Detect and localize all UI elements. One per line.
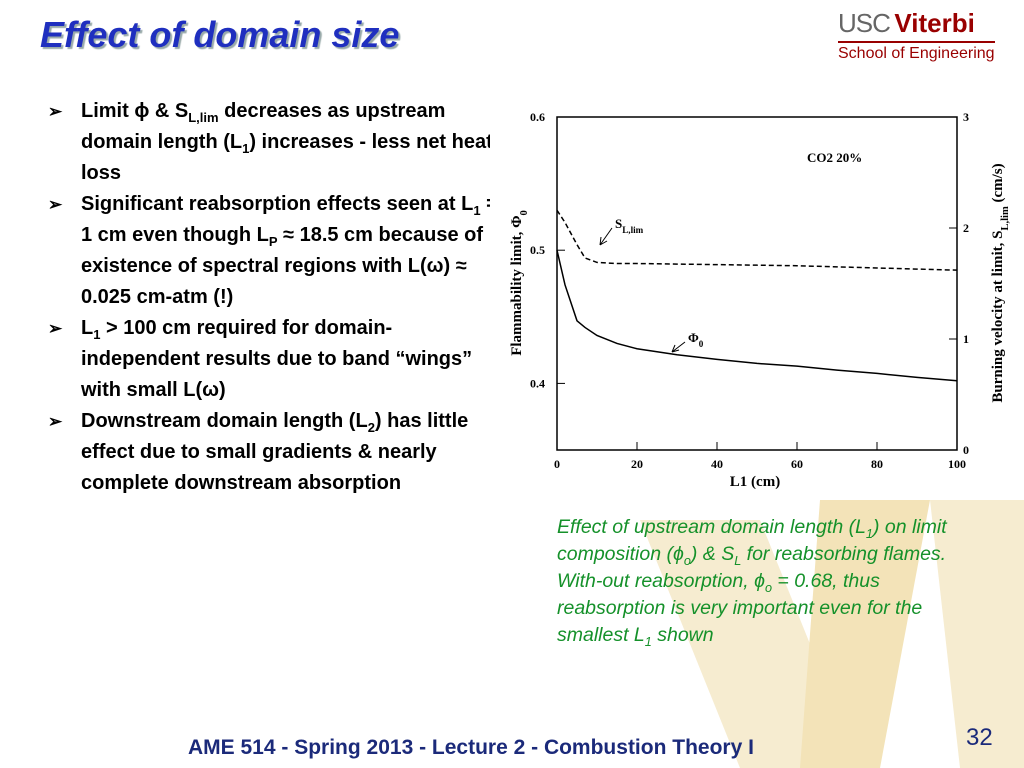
bullet: Significant reabsorption effects seen at… [48, 189, 498, 313]
arrow [599, 227, 613, 246]
text-run: Downstream domain length (L [81, 410, 368, 432]
text-run: shown [651, 624, 714, 646]
logo-viterbi: Viterbi [894, 8, 975, 38]
text-run: CO2 20% [807, 150, 862, 165]
y2-tick-label: 2 [963, 221, 969, 235]
subscript: 0 [699, 339, 704, 349]
bullet: Limit ϕ & SL,lim decreases as upstream d… [48, 96, 498, 189]
series-line [556, 209, 958, 271]
text-run: Burning velocity at limit, S [990, 231, 1006, 403]
subscript: L,lim [188, 110, 219, 125]
text-run: > 100 cm required for domain-independent… [81, 317, 473, 401]
subscript: 2 [367, 420, 375, 435]
subscript: 1 [865, 526, 873, 541]
subscript: P [268, 234, 278, 249]
x-tick-label: 0 [554, 457, 560, 471]
text-run: Significant reabsorption effects seen at… [81, 193, 474, 215]
y-tick-label: 0.6 [530, 110, 545, 124]
page-number: 32 [966, 724, 993, 751]
logo-usc: USC [838, 8, 891, 38]
text-run: ) on limit composition (ϕ [557, 516, 947, 565]
subscript: 0 [519, 210, 530, 215]
text-run: L [81, 317, 94, 339]
title: Effect of domain size [40, 14, 400, 55]
subscript: L,lim [1000, 206, 1011, 230]
subscript: 1 [93, 327, 101, 342]
caption: Effect of upstream domain length (L1) on… [557, 514, 977, 649]
decor [930, 500, 1024, 768]
text-run: ≈ 18.5 cm because of existence of spectr… [81, 224, 484, 308]
x-tick-label: 60 [791, 457, 803, 471]
text-run: Effect of upstream domain length (L [557, 516, 866, 538]
y-tick-label: 0.4 [530, 376, 545, 390]
text-run: for reabsorbing flames. With-out reabsor… [557, 543, 947, 592]
x-tick-label: 80 [871, 457, 883, 471]
logo: USC Viterbi School of Engineering [838, 8, 995, 63]
y2-axis-title: Burning velocity at limit, SL,lim (cm/s) [990, 163, 1011, 402]
text-run: ) increases - less net heat loss [81, 131, 493, 184]
bullet-list: Limit ϕ & SL,lim decreases as upstream d… [48, 96, 498, 499]
text-run: Φ [688, 330, 699, 345]
y2-tick-label: 3 [963, 110, 969, 124]
bullet: Downstream domain length (L2) has little… [48, 406, 498, 499]
text-run: Flammability limit, Φ [509, 215, 525, 355]
text-run: S [615, 216, 622, 231]
text-run: Limit ϕ & S [81, 100, 189, 122]
logo-school: School of Engineering [838, 41, 995, 63]
text-run: = 0.68, thus reabsorption is very import… [557, 570, 923, 646]
text-run: ) has little effect due to small gradien… [81, 410, 469, 494]
subscript: L [734, 553, 742, 568]
x-tick-label: 20 [631, 457, 643, 471]
annotation: CO2 20% [807, 150, 862, 165]
plot-frame [556, 116, 958, 451]
y-tick-label: 0.5 [530, 243, 545, 257]
subscript: 1 [473, 203, 481, 218]
y2-tick-label: 0 [963, 443, 969, 457]
annotation: SL,lim [615, 216, 644, 235]
footer: AME 514 - Spring 2013 - Lecture 2 - Comb… [188, 736, 754, 759]
y-axis-title: Flammability limit, Φ0 [509, 210, 530, 356]
chart: 0 20 40 60 80 100 0.4 0.5 0.6 0 1 2 3 L1 (cm) Flammabi… [490, 100, 1020, 500]
x-axis-title: L1 (cm) [730, 474, 780, 490]
bullet: L1 > 100 cm required for domain-independ… [48, 313, 498, 406]
series-line [556, 250, 958, 382]
text-run: ) & S [690, 543, 735, 565]
subscript: 1 [242, 141, 250, 156]
x-tick-label: 100 [948, 457, 966, 471]
arrow [671, 341, 686, 353]
text-run: (cm/s) [990, 163, 1006, 206]
y2-tick-label: 1 [963, 332, 969, 346]
subscript: 1 [644, 634, 652, 649]
x-tick-label: 40 [711, 457, 723, 471]
annotation: Φ0 [688, 330, 704, 349]
decor [800, 500, 930, 768]
subscript: o [683, 553, 691, 568]
text-run: decreases as upstream domain length (L [81, 100, 446, 153]
subscript: L,lim [622, 225, 643, 235]
subscript: o [764, 580, 772, 595]
